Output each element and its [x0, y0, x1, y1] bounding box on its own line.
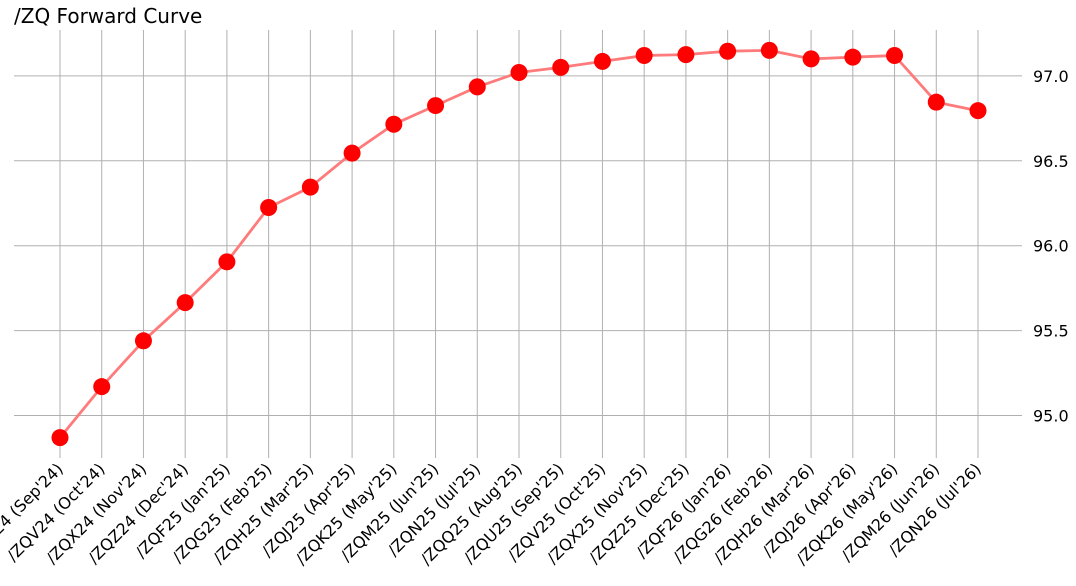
grid: [14, 30, 1022, 458]
data-point: [552, 58, 570, 76]
data-point: [844, 48, 862, 66]
series-markers: [51, 41, 987, 447]
data-point: [301, 178, 319, 196]
data-point: [886, 46, 904, 64]
data-point: [677, 46, 695, 64]
data-point: [760, 41, 778, 59]
data-point: [343, 144, 361, 162]
data-point: [134, 332, 152, 350]
data-point: [468, 78, 486, 96]
data-point: [176, 294, 194, 312]
data-point: [427, 97, 445, 115]
y-tick-label: 95.5: [1033, 322, 1069, 341]
data-point: [260, 198, 278, 216]
chart-title: /ZQ Forward Curve: [14, 4, 202, 28]
x-axis-tick-labels: /ZQU24 (Sep'24)/ZQV24 (Oct'24)/ZQX24 (No…: [0, 459, 985, 568]
y-tick-label: 96.5: [1033, 152, 1069, 171]
data-point: [802, 50, 820, 68]
data-point: [218, 253, 236, 271]
data-point: [719, 42, 737, 60]
data-point: [593, 52, 611, 70]
data-point: [385, 115, 403, 133]
y-tick-label: 96.0: [1033, 237, 1069, 256]
y-tick-label: 97.0: [1033, 67, 1069, 86]
data-point: [969, 102, 987, 120]
y-tick-label: 95.0: [1033, 407, 1069, 426]
data-point: [93, 378, 111, 396]
data-point: [927, 93, 945, 111]
data-point: [635, 46, 653, 64]
data-point: [510, 63, 528, 81]
y-axis-tick-labels: 95.0 95.5 96.0 96.5 97.0: [1033, 67, 1069, 426]
data-point: [51, 429, 69, 447]
